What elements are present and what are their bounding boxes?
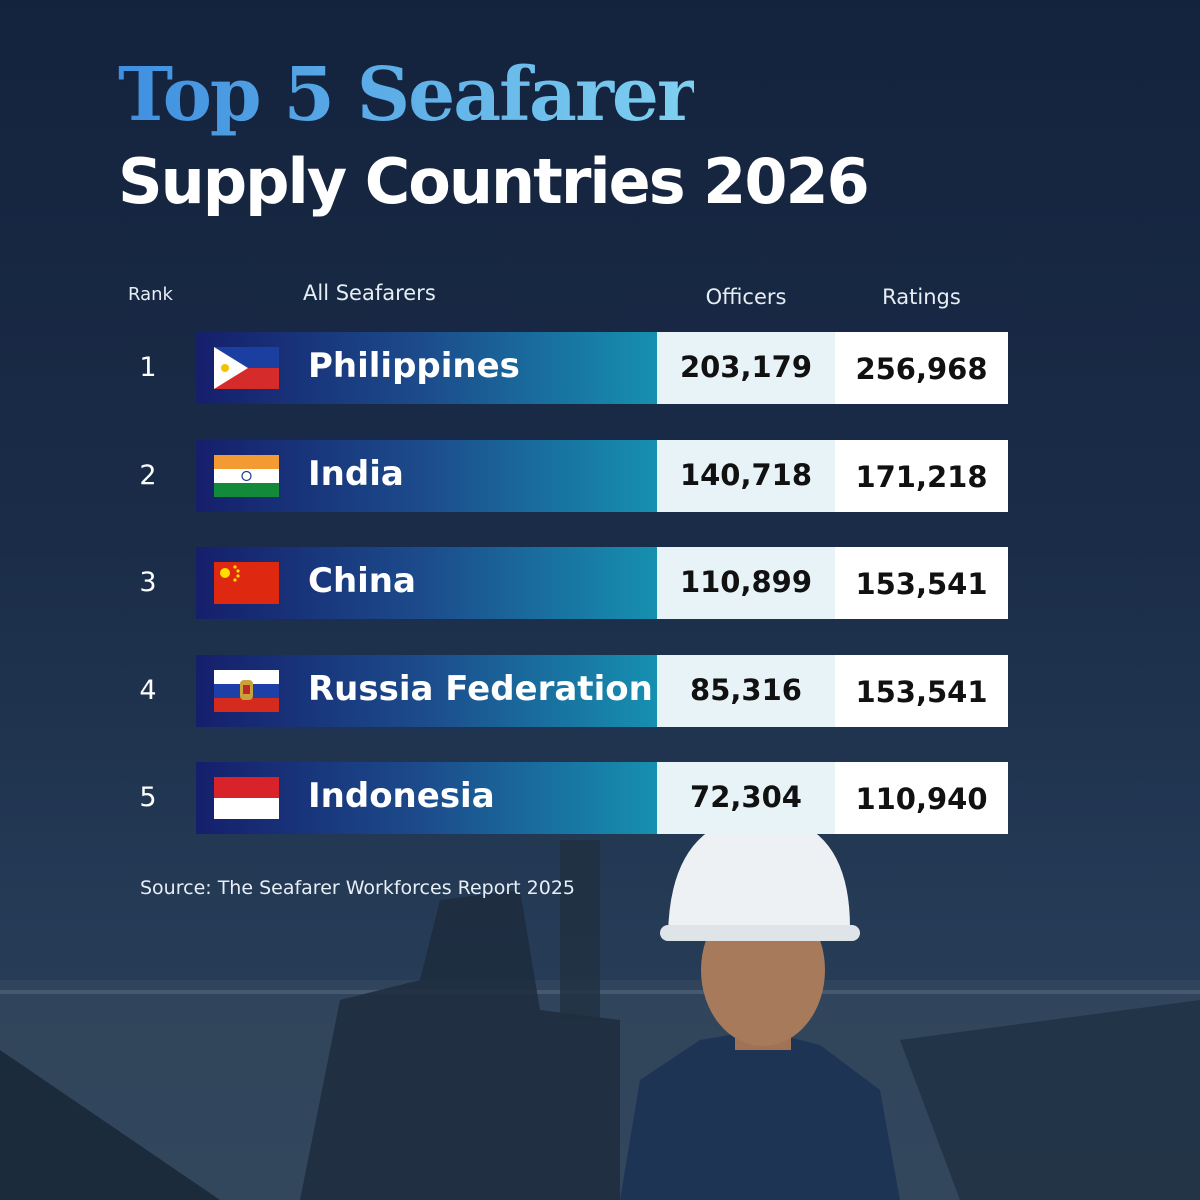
ratings-value: 171,218 (855, 459, 988, 494)
ratings-cell (835, 762, 1008, 834)
country-name: Russia Federation (308, 668, 653, 709)
column-header: All Seafarers (303, 281, 436, 305)
officers-value: 203,179 (679, 350, 813, 384)
rank: 4 (139, 674, 157, 706)
officers-value: 72,304 (690, 780, 802, 814)
ratings-cell (835, 439, 1008, 512)
country-name: China (308, 561, 416, 601)
country-name: Philippines (308, 346, 520, 386)
rank: 5 (139, 782, 157, 813)
officers-cell (657, 332, 835, 404)
rank: 2 (139, 459, 157, 491)
officers-value: 140,718 (679, 457, 813, 492)
ratings-cell (835, 547, 1008, 619)
rank: 1 (139, 352, 157, 383)
flag (214, 347, 279, 389)
country-name: India (308, 453, 404, 494)
column-header: Ratings (882, 285, 961, 309)
flag (214, 454, 279, 497)
officers-cell (657, 654, 835, 727)
source-note: Source: The Seafarer Workforces Report 2… (140, 877, 576, 899)
flag (214, 777, 279, 819)
flag (214, 562, 279, 604)
ratings-value: 153,541 (855, 567, 988, 601)
country-name: Indonesia (308, 776, 495, 816)
ratings-value: 153,541 (855, 674, 988, 709)
subtitle: Supply Countries 2026 (118, 145, 870, 218)
flag (214, 669, 279, 712)
ratings-cell (835, 654, 1008, 727)
officers-cell (657, 762, 835, 834)
rank: 3 (139, 567, 157, 598)
ratings-value: 110,940 (855, 782, 988, 816)
ratings-cell (835, 332, 1008, 404)
officers-value: 110,899 (679, 565, 813, 599)
ratings-value: 256,968 (855, 352, 988, 386)
officers-value: 85,316 (690, 672, 802, 707)
officers-cell (657, 439, 835, 512)
title: Top 5 Seafarer (118, 52, 696, 138)
column-header: Rank (128, 284, 173, 305)
officers-cell (657, 547, 835, 619)
column-header: Officers (705, 285, 787, 309)
